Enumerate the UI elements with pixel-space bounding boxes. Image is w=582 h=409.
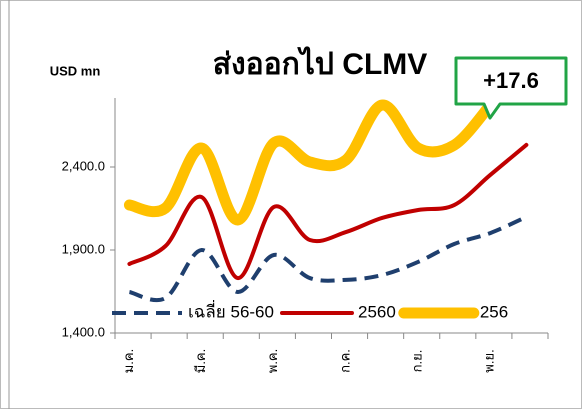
series-line: [123, 99, 496, 226]
callout: [454, 56, 568, 120]
legend-label: 256: [480, 302, 508, 321]
y-tick-label: 1,900.0: [62, 241, 105, 256]
x-tick-label: ก.ค.: [337, 349, 352, 373]
series-line: [127, 142, 529, 281]
chart-title: ส่งออกไป CLMV: [213, 46, 428, 81]
series-line: [128, 215, 528, 303]
legend-label: 2560: [358, 302, 396, 321]
y-axis-label: USD mn: [50, 63, 101, 78]
legend-label: เฉลี่ย 56-60: [188, 299, 274, 321]
annotation: +17.6: [483, 68, 539, 93]
x-tick-label: มี.ค.: [193, 349, 208, 374]
x-tick-label: พ.ย.: [482, 349, 497, 372]
x-tick-label: พ.ค.: [265, 349, 280, 374]
x-tick-label: ก.ย.: [410, 350, 425, 373]
x-tick-label: ม.ค.: [121, 349, 136, 374]
y-tick-label: 2,400.0: [62, 158, 105, 173]
y-tick-label: 1,400.0: [62, 324, 105, 339]
